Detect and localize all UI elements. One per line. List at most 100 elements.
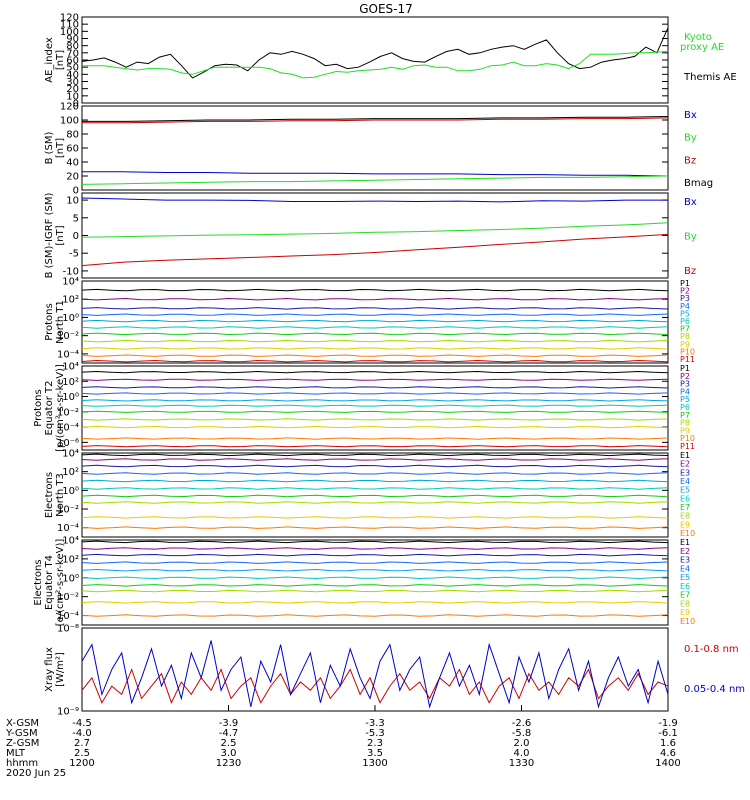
y-tick-label: 10⁻⁴ <box>57 523 79 534</box>
legend-entry: E6 <box>680 494 690 503</box>
y-axis-label: North T1 <box>55 300 66 344</box>
channel-line <box>81 378 669 381</box>
legend-entry: P3 <box>680 294 690 303</box>
x-tick-label: 2.5 <box>74 748 90 759</box>
y-tick-label: 120 <box>60 13 79 24</box>
series-line <box>81 222 669 238</box>
legend-entry: Kyoto <box>684 32 712 43</box>
legend-entry: E1 <box>680 538 690 547</box>
plot-title: GOES-17 <box>359 2 413 16</box>
x-tick-label: 3.0 <box>221 748 237 759</box>
channel-line <box>81 458 669 461</box>
y-tick-label: 10⁻⁴ <box>57 611 79 622</box>
y-tick-label: 0 <box>73 231 79 242</box>
x-tick-label: 1300 <box>362 758 387 769</box>
channel-line <box>81 526 669 529</box>
panel-4: 10⁻⁴ 10⁻² 10⁰ 10² 10⁴ Protons North T1 P1P2P3P4… <box>44 277 695 365</box>
y-tick-label: -5 <box>69 249 79 260</box>
x-tick-label: 1400 <box>655 758 680 769</box>
panel-2: 0 20 40 60 80 100 120 B (SM) [nT] Bx By Bz Bmag <box>44 102 713 197</box>
y-axis-label: [nT] <box>55 50 66 70</box>
x-tick-label: 4.6 <box>660 748 676 759</box>
x-tick-label: -3.9 <box>219 718 239 729</box>
x-tick-label: 2.7 <box>74 738 90 749</box>
x-tick-label: 4.0 <box>514 748 530 759</box>
y-axis-label: [nT] <box>55 225 66 245</box>
x-tick-label: -5.3 <box>365 728 385 739</box>
legend-entry: P3 <box>680 380 690 389</box>
y-tick-label: 10⁻² <box>57 505 79 516</box>
channel-line <box>81 589 669 593</box>
y-tick-label: 10⁻² <box>57 592 79 603</box>
channel-line <box>81 584 669 587</box>
y-axis-label: Electrons <box>33 559 44 605</box>
x-tick-label: 2.3 <box>367 738 383 749</box>
channel-line <box>81 332 669 336</box>
series-line <box>81 27 669 79</box>
legend-entry: E7 <box>680 503 690 512</box>
y-tick-label: 10² <box>62 467 79 478</box>
y-tick-label: 80 <box>66 130 79 141</box>
x-tick-label: 1230 <box>216 758 241 769</box>
channel-line <box>81 437 669 440</box>
legend-entry: E4 <box>680 477 690 486</box>
x-tick-label: -3.3 <box>365 718 385 729</box>
legend-entry: P2 <box>680 287 690 296</box>
y-tick-label: 10⁻⁴ <box>57 423 79 434</box>
x-tick-label: -6.1 <box>658 728 678 739</box>
legend-entry: P10 <box>680 347 695 356</box>
x-tick-label: -5.8 <box>512 728 532 739</box>
legend-entry: 0.05-0.4 nm <box>684 684 745 695</box>
legend-entry: E2 <box>680 547 690 556</box>
x-tick-label: -4.5 <box>72 718 92 729</box>
panel-frame <box>81 452 669 538</box>
channel-line <box>81 359 669 363</box>
x-tick-label: 1200 <box>69 758 94 769</box>
channel-line <box>81 410 669 413</box>
y-axis-label: Protons <box>44 303 55 340</box>
legend-entry: P10 <box>680 434 695 443</box>
x-tick-label: 1330 <box>509 758 534 769</box>
y-axis-label: Electrons <box>44 472 55 518</box>
legend-entry: P9 <box>680 340 690 349</box>
y-tick-label: 10⁻⁴ <box>57 349 79 360</box>
x-row-label: Y-GSM <box>5 728 38 739</box>
series-line <box>81 668 669 705</box>
series-line <box>81 233 669 267</box>
channel-line <box>81 464 669 468</box>
y-tick-label: 20 <box>66 172 79 183</box>
channel-line <box>81 307 669 310</box>
legend-entry: Themis AE <box>683 72 737 83</box>
channel-line <box>81 487 669 490</box>
legend-entry: P8 <box>680 332 690 341</box>
channel-line <box>81 568 669 572</box>
legend-entry: E2 <box>680 460 690 469</box>
channel-line <box>81 472 669 475</box>
series-line <box>82 50 669 79</box>
channel-line <box>81 547 669 550</box>
legend-entry: P1 <box>680 279 690 288</box>
channel-line <box>81 516 669 519</box>
y-axis-label: B (SM) <box>44 131 55 164</box>
channel-line <box>81 494 669 498</box>
legend-entry: E3 <box>680 468 690 477</box>
x-tick-label: 1.6 <box>660 738 676 749</box>
y-tick-label: -10 <box>63 266 79 277</box>
y-tick-label: 10⁴ <box>62 536 79 547</box>
y-tick-label: 5 <box>73 213 79 224</box>
channel-line <box>81 392 669 395</box>
x-row-label: X-GSM <box>6 718 39 729</box>
channel-line <box>81 297 669 301</box>
y-axis-label: Protons <box>33 389 44 426</box>
y-tick-label: 10² <box>62 377 79 388</box>
y-tick-label: 80 <box>66 41 79 52</box>
x-tick-label: -4.0 <box>72 728 92 739</box>
legend-entry: E9 <box>680 608 690 617</box>
series-line <box>81 640 669 709</box>
channel-line <box>81 453 669 457</box>
y-tick-label: 0 <box>73 99 79 110</box>
legend-entry: P6 <box>680 317 690 326</box>
panel-frame <box>81 16 669 104</box>
